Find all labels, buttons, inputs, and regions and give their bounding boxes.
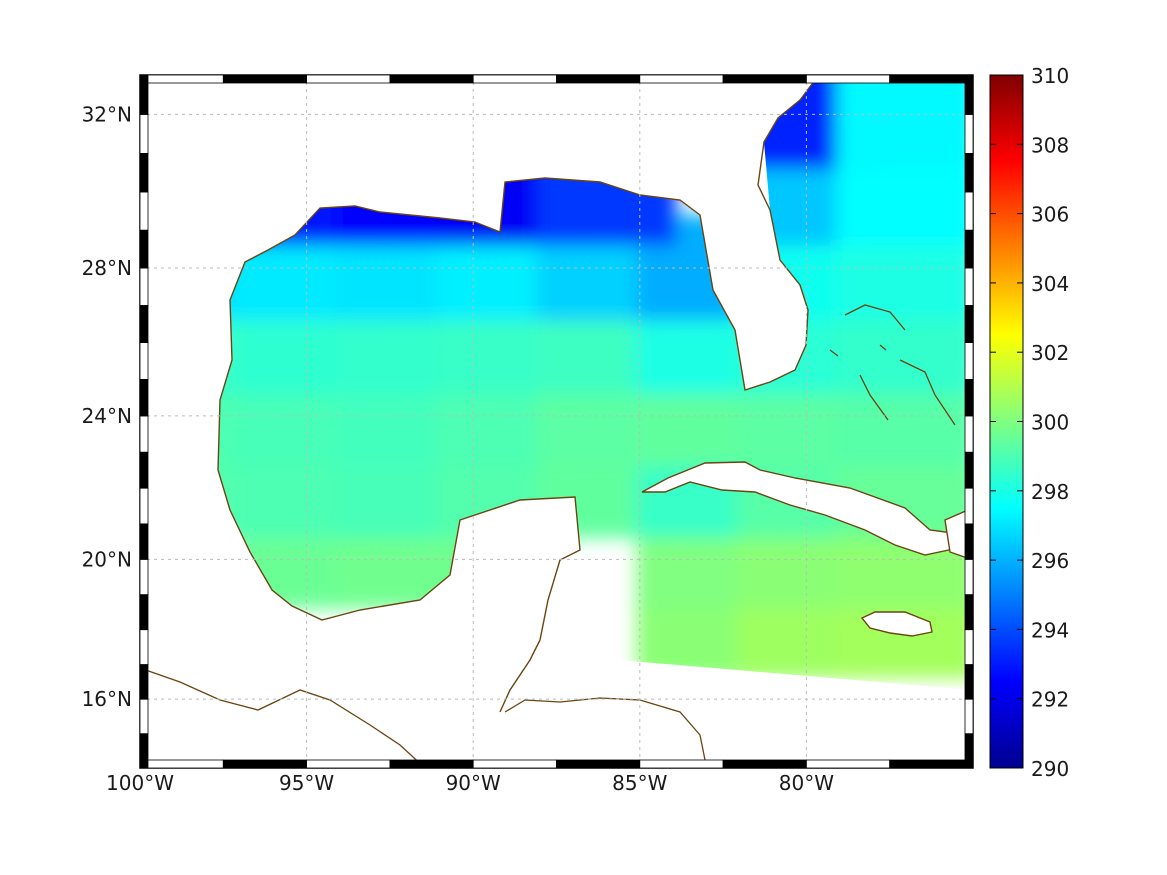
x-tick-label: 90°W (446, 771, 501, 795)
frame-segment (964, 664, 974, 700)
frame-segment (139, 191, 149, 231)
colorbar-tick-label: 310 (1031, 64, 1069, 88)
frame-segment (139, 74, 149, 115)
frame-segment (639, 74, 724, 84)
frame-segment (806, 74, 891, 84)
frame-segment (722, 759, 807, 769)
y-tick-label: 28°N (82, 256, 132, 280)
frame-segment (139, 664, 149, 700)
frame-segment (964, 191, 974, 231)
land-jamaica (860, 611, 933, 637)
frame-segment (139, 152, 149, 193)
frame-segment (964, 74, 974, 115)
frame-segment (556, 759, 641, 769)
frame-segment (389, 74, 474, 84)
frame-segment (139, 415, 149, 453)
graticule (140, 75, 973, 768)
frame-segment (964, 698, 974, 735)
x-tick-label: 80°W (779, 771, 834, 795)
frame-segment (964, 379, 974, 417)
frame-segment (139, 114, 149, 154)
frame-segment (139, 629, 149, 665)
frame-segment (964, 342, 974, 380)
frame-segment (139, 523, 149, 560)
frame-segment (964, 487, 974, 525)
y-tick-label: 32°N (82, 102, 132, 126)
sst-cell (836, 75, 973, 169)
frame-segment (139, 558, 149, 596)
frame-segment (964, 594, 974, 631)
frame-segment (964, 152, 974, 193)
frame-segment (139, 305, 149, 343)
frame-segment (139, 74, 224, 84)
frame-segment (139, 733, 149, 769)
frame-segment (139, 487, 149, 525)
y-axis-labels: 16°N 20°N 24°N 28°N 32°N (82, 102, 132, 711)
frame-segment (722, 74, 807, 84)
x-axis-labels: 100°W 95°W 90°W 85°W 80°W (106, 771, 834, 795)
colorbar-tick-label: 292 (1031, 688, 1069, 712)
frame-segment (139, 698, 149, 735)
frame-segment (639, 759, 724, 769)
frame-segment (964, 558, 974, 596)
frame-segment (222, 74, 308, 84)
colorbar-tick-label: 298 (1031, 480, 1069, 504)
frame-segment (472, 759, 557, 769)
x-tick-label: 85°W (612, 771, 667, 795)
frame-segment (139, 759, 224, 769)
frame-segment (964, 114, 974, 154)
frame-segment (806, 759, 891, 769)
frame-segment (139, 379, 149, 417)
frame-segment (964, 523, 974, 560)
frame-segment (139, 342, 149, 380)
colorbar-tick-label: 304 (1031, 272, 1069, 296)
frame-segment (889, 74, 974, 84)
frame-segment (964, 733, 974, 769)
frame-segment (889, 759, 974, 769)
frame-segment (139, 229, 149, 269)
colorbar-tick-label: 302 (1031, 341, 1069, 365)
colorbar: 290 292 294 296 298 300 302 304 306 308 310 (989, 64, 1069, 781)
frame-segment (139, 594, 149, 631)
colorbar-tick-label: 296 (1031, 549, 1069, 573)
colorbar-tick-label: 308 (1031, 133, 1069, 157)
frame-segment (306, 759, 391, 769)
x-tick-label: 95°W (279, 771, 334, 795)
colorbar-ticks: 290 292 294 296 298 300 302 304 306 308 310 (990, 64, 1069, 781)
coastline-pacific (140, 667, 426, 768)
frame-segment (964, 415, 974, 453)
frame-segment (964, 305, 974, 343)
coastline-gulf (217, 79, 816, 713)
land-central-america (140, 655, 973, 768)
y-tick-label: 24°N (82, 404, 132, 428)
map-panel (139, 74, 974, 769)
land-north-america (140, 75, 973, 705)
frame-segment (389, 759, 474, 769)
frame-segment (139, 451, 149, 489)
checkered-frame (139, 74, 974, 769)
x-tick-label: 100°W (106, 771, 174, 795)
colorbar-tick-label: 306 (1031, 203, 1069, 227)
frame-segment (964, 229, 974, 269)
y-tick-label: 16°N (82, 687, 132, 711)
coastline-honduras (504, 697, 706, 761)
frame-segment (306, 74, 391, 84)
frame-segment (964, 267, 974, 306)
colorbar-tick-label: 290 (1031, 757, 1069, 781)
colorbar-tick-label: 294 (1031, 618, 1069, 642)
land-mask (140, 75, 973, 768)
frame-segment (964, 629, 974, 665)
y-tick-label: 20°N (82, 547, 132, 571)
colorbar-tick-label: 300 (1031, 411, 1069, 435)
frame-segment (472, 74, 557, 84)
frame-segment (139, 267, 149, 306)
frame-segment (556, 74, 641, 84)
coastline-bahamas (829, 304, 956, 426)
frame-segment (222, 759, 308, 769)
frame-segment (964, 451, 974, 489)
